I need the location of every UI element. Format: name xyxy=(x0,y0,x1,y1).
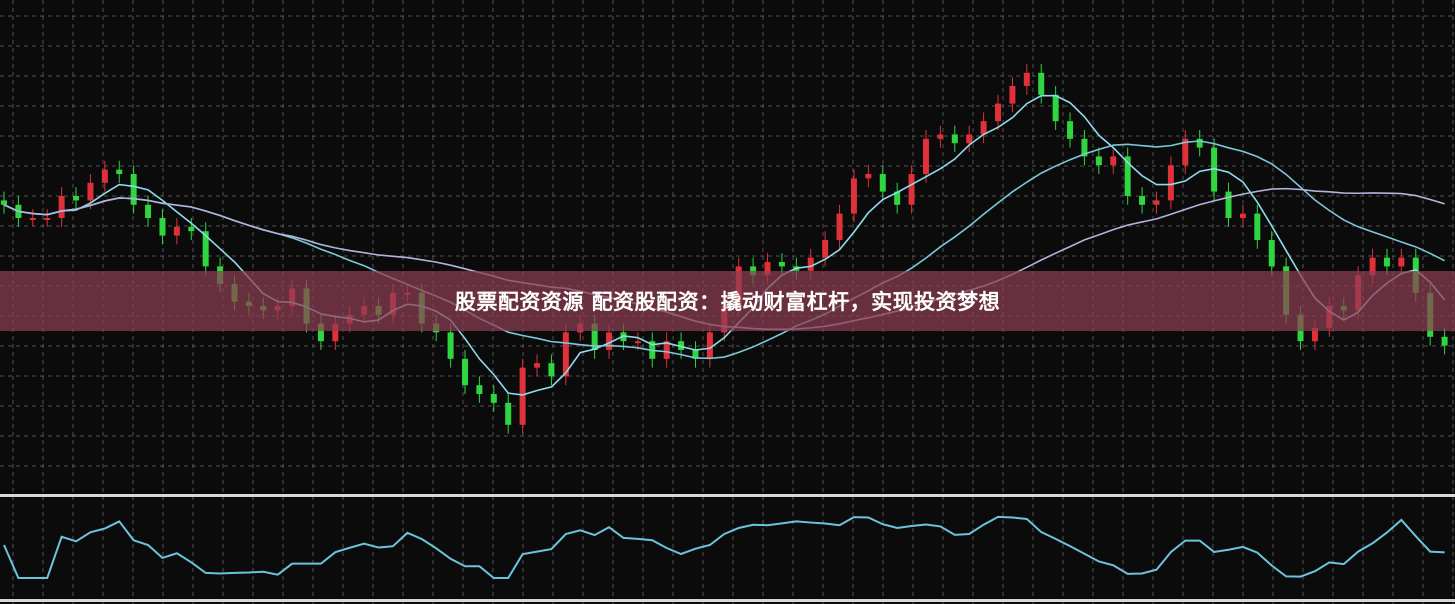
candle-body xyxy=(490,394,497,403)
candle-body xyxy=(1225,191,1232,218)
candle-body xyxy=(807,257,814,271)
candle-body xyxy=(634,341,641,344)
panel-bottom-border xyxy=(0,599,1455,602)
candle-body xyxy=(764,262,771,276)
candle-body xyxy=(1311,328,1318,342)
candle-body xyxy=(1023,72,1030,86)
candle-body xyxy=(130,174,137,205)
candle-body xyxy=(995,103,1002,122)
candle-body xyxy=(159,218,166,236)
candle-body xyxy=(663,341,670,359)
candle-body xyxy=(1398,257,1405,267)
candle-body xyxy=(1268,240,1275,267)
indicator-line xyxy=(3,515,1445,579)
candle-body xyxy=(937,134,944,139)
candle-body xyxy=(476,385,483,394)
candle-body xyxy=(1110,156,1117,166)
candle-body xyxy=(44,218,51,220)
candle-body xyxy=(1211,147,1218,192)
candle-body xyxy=(1038,72,1045,95)
candle-body xyxy=(1441,336,1448,346)
candle-body xyxy=(1254,213,1261,240)
candle-body xyxy=(562,332,569,377)
candle-body xyxy=(678,341,685,350)
candle-body xyxy=(591,323,598,350)
candle-body xyxy=(922,138,929,174)
candle-body xyxy=(1139,196,1146,205)
candle-body xyxy=(822,240,829,258)
candle-body xyxy=(1153,200,1160,205)
candle-body xyxy=(461,358,468,386)
candle-body xyxy=(1182,138,1189,166)
candle-body xyxy=(101,169,108,183)
candle-body xyxy=(1,200,7,205)
candle-body xyxy=(1369,257,1376,276)
candle-body xyxy=(1052,94,1059,122)
candle-body xyxy=(145,204,152,218)
candle-body xyxy=(173,226,180,236)
candle-body xyxy=(188,226,195,232)
panel-separator xyxy=(0,494,1455,497)
candle-body xyxy=(836,213,843,240)
moving-average-line-5 xyxy=(3,94,1446,396)
candle-body xyxy=(548,363,555,377)
candle-body xyxy=(908,174,915,205)
candle-body xyxy=(865,174,872,179)
candle-body xyxy=(1124,156,1131,196)
candle-body xyxy=(951,134,958,144)
candle-body xyxy=(447,332,454,359)
candle-body xyxy=(505,402,512,425)
candle-body xyxy=(58,196,65,218)
candle-body xyxy=(706,332,713,359)
candle-body xyxy=(1383,257,1390,267)
candle-body xyxy=(1167,165,1174,201)
candle-body xyxy=(116,169,123,174)
candle-body xyxy=(778,262,785,267)
candle-body xyxy=(1081,138,1088,157)
candle-body xyxy=(879,174,886,192)
candle-body xyxy=(202,231,209,267)
candle-body xyxy=(750,266,757,276)
candle-body xyxy=(1009,86,1016,104)
candle-body xyxy=(87,182,94,201)
title-banner: 股票配资资源 配资股配资：撬动财富杠杆，实现投资梦想 xyxy=(0,271,1455,331)
candle-body xyxy=(1067,121,1074,139)
candle-body xyxy=(332,323,339,342)
candle-body xyxy=(692,350,699,359)
candle-body xyxy=(980,121,987,135)
candle-body xyxy=(606,332,613,350)
candle-body xyxy=(1239,213,1246,218)
candle-body xyxy=(894,191,901,205)
candle-body xyxy=(850,178,857,214)
candle-body xyxy=(317,323,324,342)
candle-body xyxy=(1196,138,1203,148)
candle-body xyxy=(29,218,36,220)
candle-body xyxy=(73,196,80,201)
candle-body xyxy=(1095,156,1102,166)
banner-title: 股票配资资源 配资股配资：撬动财富杠杆，实现投资梦想 xyxy=(454,290,1001,314)
candle-body xyxy=(519,367,526,425)
candle-body xyxy=(966,134,973,144)
candle-body xyxy=(534,363,541,368)
